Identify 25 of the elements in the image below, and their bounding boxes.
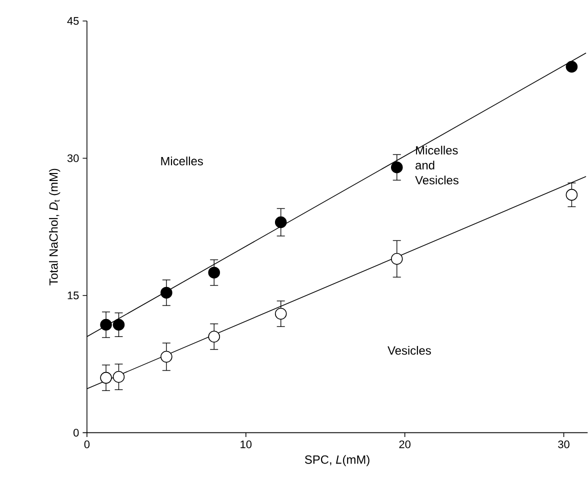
x-tick-label: 30 bbox=[558, 440, 570, 448]
y-axis-title: Total NaChol, D$_{t}$ (mM) bbox=[49, 168, 60, 286]
point bbox=[390, 162, 403, 174]
point bbox=[274, 216, 287, 228]
point bbox=[160, 351, 172, 363]
x-axis-title: SPC, L(mM) bbox=[304, 455, 370, 466]
annotation: Micelles and Vesicles bbox=[415, 146, 458, 185]
point bbox=[390, 253, 403, 265]
y-tick-label: 15 bbox=[68, 292, 79, 300]
point bbox=[112, 319, 125, 331]
point bbox=[112, 371, 125, 383]
y-tick-label: 0 bbox=[74, 429, 79, 437]
x-tick-label: 0 bbox=[84, 440, 90, 448]
point bbox=[160, 286, 172, 299]
point bbox=[274, 308, 287, 320]
point bbox=[100, 372, 112, 384]
point bbox=[100, 319, 112, 331]
y-tick-label: 45 bbox=[67, 17, 79, 25]
x-tick-label: 10 bbox=[240, 440, 252, 448]
y-tick-label: 30 bbox=[67, 154, 79, 162]
x-tick-label: 20 bbox=[399, 440, 410, 448]
point bbox=[208, 266, 220, 279]
point bbox=[208, 330, 220, 343]
annotation: Micelles bbox=[161, 156, 203, 166]
annotation: Vesicles bbox=[388, 346, 431, 355]
